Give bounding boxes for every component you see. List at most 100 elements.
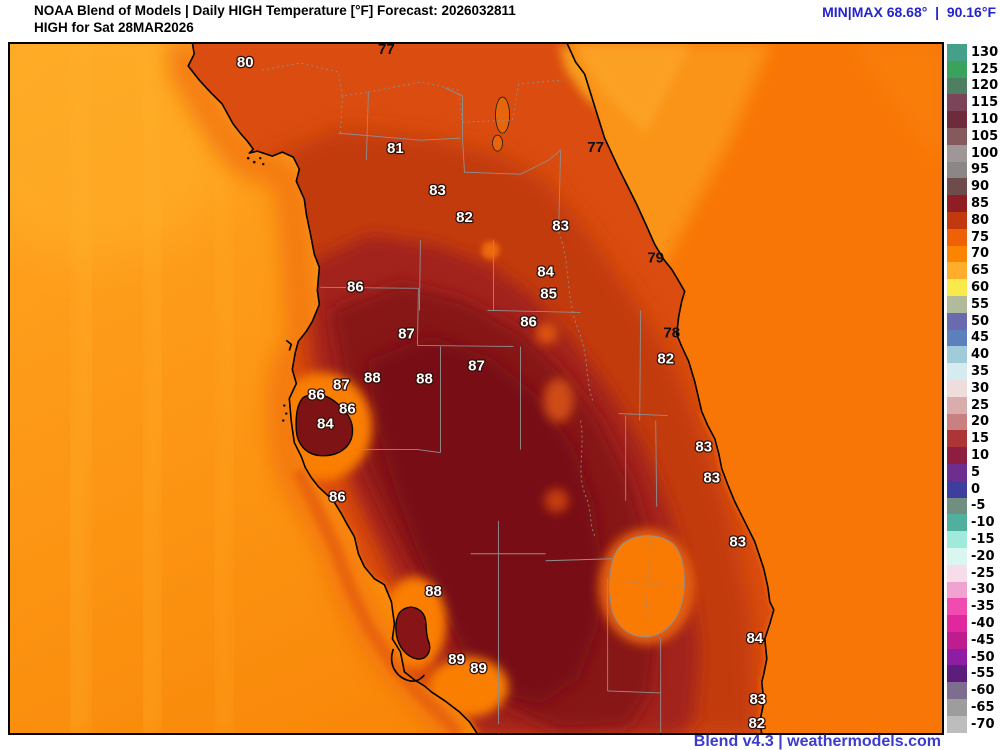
scale-row: 20 bbox=[947, 413, 998, 431]
temp-label: 78 bbox=[663, 324, 680, 341]
temp-label: 82 bbox=[456, 209, 473, 226]
scale-row: -25 bbox=[947, 564, 998, 582]
scale-row: 30 bbox=[947, 379, 998, 397]
scale-row: 115 bbox=[947, 94, 998, 112]
temp-label: 89 bbox=[448, 651, 465, 668]
scale-row: 90 bbox=[947, 178, 998, 196]
water-bodies bbox=[295, 96, 685, 660]
scale-swatch bbox=[947, 44, 967, 61]
scale-swatch bbox=[947, 329, 967, 347]
scale-row: 40 bbox=[947, 346, 998, 364]
scale-swatch bbox=[947, 161, 967, 179]
temp-label: 81 bbox=[387, 140, 404, 157]
scale-row: 80 bbox=[947, 211, 998, 229]
scale-label: -25 bbox=[971, 565, 995, 581]
scale-swatch bbox=[947, 211, 967, 229]
scale-swatch bbox=[947, 295, 967, 313]
scale-row: -50 bbox=[947, 648, 998, 666]
temp-label: 79 bbox=[647, 249, 664, 266]
scale-label: -10 bbox=[971, 515, 995, 531]
scale-label: 90 bbox=[971, 179, 990, 195]
scale-label: -45 bbox=[971, 632, 995, 648]
scale-row: -5 bbox=[947, 497, 998, 515]
scale-swatch bbox=[947, 111, 967, 128]
scale-label: 40 bbox=[971, 347, 990, 363]
scale-row: -20 bbox=[947, 547, 998, 565]
scale-row: 105 bbox=[947, 127, 999, 145]
scale-label: -70 bbox=[971, 716, 995, 732]
scale-swatch bbox=[947, 279, 967, 296]
scale-label: 20 bbox=[971, 414, 990, 430]
temp-label: 83 bbox=[703, 470, 720, 487]
temp-label: 83 bbox=[695, 439, 712, 456]
scale-row: 120 bbox=[947, 77, 998, 95]
scale-row: 50 bbox=[947, 312, 998, 330]
scale-swatch bbox=[947, 77, 967, 95]
scale-swatch bbox=[947, 564, 967, 582]
temp-label: 84 bbox=[317, 416, 334, 433]
scale-label: 0 bbox=[971, 481, 981, 497]
scale-swatch bbox=[947, 531, 967, 548]
scale-swatch bbox=[947, 547, 967, 565]
scale-row: -65 bbox=[947, 699, 998, 716]
scale-row: 60 bbox=[947, 279, 998, 296]
scale-label: -20 bbox=[971, 548, 995, 564]
temp-label: 83 bbox=[552, 217, 569, 234]
scale-swatch bbox=[947, 581, 967, 599]
scale-row: 45 bbox=[947, 329, 998, 347]
scale-swatch bbox=[947, 615, 967, 632]
scale-swatch bbox=[947, 262, 967, 280]
scale-label: 130 bbox=[971, 44, 999, 60]
temperature-scale: 130 125 120 115 110 105 100 95 90 85 80 75 70 65 60 55 5… bbox=[947, 44, 998, 733]
scale-row: -55 bbox=[947, 665, 998, 683]
temp-label: 87 bbox=[333, 376, 350, 393]
scale-label: 95 bbox=[971, 162, 990, 178]
scale-row: -15 bbox=[947, 531, 998, 548]
scale-row: 35 bbox=[947, 363, 998, 380]
temp-label: 87 bbox=[398, 325, 415, 342]
temp-label: 88 bbox=[425, 583, 442, 600]
scale-label: 65 bbox=[971, 263, 990, 279]
temp-label: 89 bbox=[470, 660, 487, 677]
scale-swatch bbox=[947, 312, 967, 330]
scale-label: 50 bbox=[971, 313, 990, 329]
scale-row: -35 bbox=[947, 598, 998, 616]
scale-row: -60 bbox=[947, 682, 998, 700]
scale-swatch bbox=[947, 346, 967, 364]
scale-swatch bbox=[947, 631, 967, 649]
tampa-bay bbox=[295, 393, 354, 457]
temp-label: 86 bbox=[347, 278, 364, 295]
scale-row: -30 bbox=[947, 581, 998, 599]
scale-row: 0 bbox=[947, 480, 998, 498]
scale-row: -45 bbox=[947, 631, 998, 649]
scale-swatch bbox=[947, 682, 967, 700]
scale-swatch bbox=[947, 228, 967, 246]
map-title-line2: HIGH for Sat 28MAR2026 bbox=[34, 20, 194, 35]
coastline bbox=[187, 44, 775, 733]
temp-label: 77 bbox=[378, 44, 395, 58]
coast-temperature-labels: 77 77 79 78 bbox=[378, 44, 680, 341]
scale-row: 125 bbox=[947, 60, 998, 78]
scale-swatch bbox=[947, 396, 967, 414]
scale-swatch bbox=[947, 665, 967, 683]
scale-label: 10 bbox=[971, 448, 990, 464]
scale-row: -70 bbox=[947, 715, 998, 733]
scale-label: -60 bbox=[971, 683, 995, 699]
scale-label: 105 bbox=[971, 128, 999, 144]
scale-swatch bbox=[947, 430, 967, 448]
scale-row: 70 bbox=[947, 245, 998, 263]
scale-label: 100 bbox=[971, 145, 999, 161]
scale-row: -10 bbox=[947, 514, 998, 532]
scale-swatch bbox=[947, 94, 967, 112]
scale-swatch bbox=[947, 715, 967, 733]
scale-row: 5 bbox=[947, 463, 998, 481]
scale-swatch bbox=[947, 245, 967, 263]
scale-swatch bbox=[947, 497, 967, 515]
scale-label: -35 bbox=[971, 599, 995, 615]
scale-label: -55 bbox=[971, 666, 995, 682]
small-lake bbox=[492, 134, 503, 152]
scale-label: 55 bbox=[971, 296, 990, 312]
temp-label: 84 bbox=[537, 263, 554, 280]
temp-label: 86 bbox=[339, 401, 356, 418]
